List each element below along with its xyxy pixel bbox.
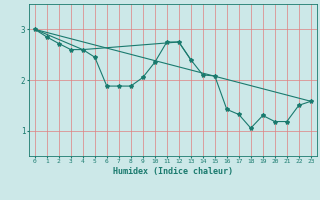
X-axis label: Humidex (Indice chaleur): Humidex (Indice chaleur) bbox=[113, 167, 233, 176]
